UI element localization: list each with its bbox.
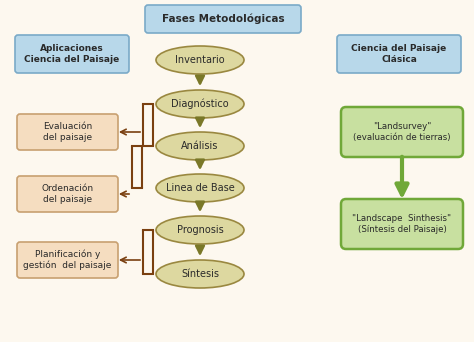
Ellipse shape bbox=[156, 90, 244, 118]
Ellipse shape bbox=[156, 132, 244, 160]
Text: Ordenación
del paisaje: Ordenación del paisaje bbox=[41, 184, 93, 204]
Text: "Landsurvey"
(evaluación de tierras): "Landsurvey" (evaluación de tierras) bbox=[353, 122, 451, 142]
FancyBboxPatch shape bbox=[337, 35, 461, 73]
Ellipse shape bbox=[156, 216, 244, 244]
Text: Planificación y
gestión  del paisaje: Planificación y gestión del paisaje bbox=[23, 250, 112, 270]
FancyBboxPatch shape bbox=[17, 114, 118, 150]
FancyBboxPatch shape bbox=[17, 176, 118, 212]
Text: Diagnóstico: Diagnóstico bbox=[171, 99, 229, 109]
Ellipse shape bbox=[156, 46, 244, 74]
Text: Prognosis: Prognosis bbox=[177, 225, 223, 235]
FancyBboxPatch shape bbox=[145, 5, 301, 33]
Text: Fases Metodológicas: Fases Metodológicas bbox=[162, 14, 284, 24]
Ellipse shape bbox=[156, 174, 244, 202]
FancyBboxPatch shape bbox=[341, 107, 463, 157]
Text: Síntesis: Síntesis bbox=[181, 269, 219, 279]
FancyBboxPatch shape bbox=[341, 199, 463, 249]
Text: Inventario: Inventario bbox=[175, 55, 225, 65]
Text: Linea de Base: Linea de Base bbox=[165, 183, 234, 193]
Text: Análisis: Análisis bbox=[182, 141, 219, 151]
Text: Aplicaciones
Ciencia del Paisaje: Aplicaciones Ciencia del Paisaje bbox=[24, 44, 119, 64]
FancyBboxPatch shape bbox=[15, 35, 129, 73]
Text: Evaluación
del paisaje: Evaluación del paisaje bbox=[43, 122, 92, 142]
FancyBboxPatch shape bbox=[17, 242, 118, 278]
Text: "Landscape  Sinthesis"
(Síntesis del Paisaje): "Landscape Sinthesis" (Síntesis del Pais… bbox=[353, 214, 452, 234]
Ellipse shape bbox=[156, 260, 244, 288]
Text: Ciencia del Paisaje
Clásica: Ciencia del Paisaje Clásica bbox=[351, 44, 447, 64]
